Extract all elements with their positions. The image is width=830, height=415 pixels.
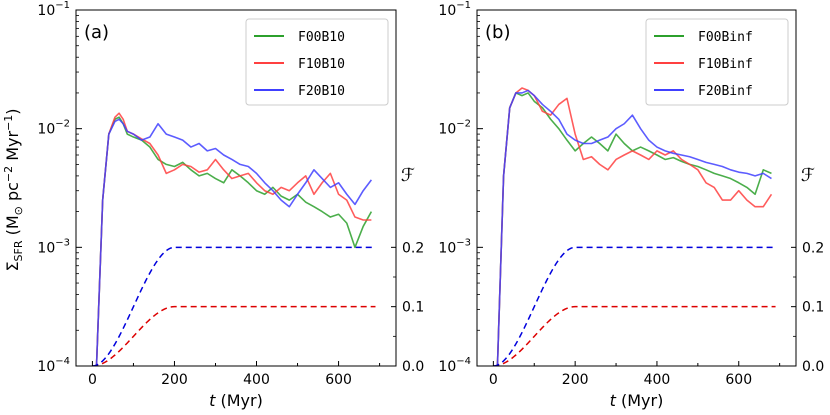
y-tick-label: 10−3 [37, 237, 70, 256]
right-tick-label: 0.1 [402, 300, 424, 316]
legend-label: F20Binf [698, 84, 753, 99]
y-tick-label: 10−2 [438, 119, 471, 138]
panel-b: 0 200 400 600 10−4 10−3 10−2 10−1 0.0 0.1 0.2 ℱ (b) t… [438, 0, 824, 410]
ylabel-close: ) [3, 108, 22, 114]
x-tick-label: 400 [243, 372, 270, 388]
panel-a: 0 200 400 600 10−4 10−3 10−2 10−1 0.0 0.1 0.2 ℱ (a) t… [37, 0, 424, 410]
legend: F00B10 F10B10 F20B10 [245, 18, 389, 106]
right-tick-label: 0.2 [802, 240, 824, 256]
ylabel-pc-exponent: −2 [2, 166, 15, 182]
right-tick-label: 0.1 [802, 300, 824, 316]
ylabel-sigma: Σ [3, 261, 22, 271]
right-axis-label: ℱ [401, 165, 415, 186]
y-axis-label: ΣSFR (M⊙ pc−2 Myr−1) [2, 108, 25, 271]
y-tick-label: 10−3 [438, 237, 471, 256]
x-tick-label: 0 [88, 372, 97, 388]
ylabel-msun: (M [3, 215, 22, 240]
axes-frame [476, 9, 797, 367]
legend-label: F10B10 [298, 57, 345, 72]
ylabel-myr: Myr [3, 131, 22, 166]
x-tick-label: 0 [489, 372, 498, 388]
x-tick-label: 600 [325, 372, 352, 388]
x-tick-label: 200 [161, 372, 188, 388]
feedback-curve-F10 [493, 305, 776, 366]
x-tick-label: 600 [725, 372, 752, 388]
feedback-curve-F20 [92, 246, 376, 366]
legend: F00Binf F10Binf F20Binf [645, 18, 789, 106]
right-axis-label: ℱ [801, 165, 815, 186]
x-tick-label: 400 [644, 372, 671, 388]
axes-frame [75, 9, 397, 367]
legend-box [645, 18, 789, 106]
feedback-curve-F10 [92, 305, 376, 366]
ylabel-pc: pc [3, 182, 22, 206]
series-line-F10B10 [95, 112, 372, 366]
plot-area [493, 87, 776, 366]
series-line-F20B10 [95, 118, 373, 366]
right-tick-label: 0.0 [402, 359, 424, 375]
y-tick-label: 10−4 [37, 356, 70, 375]
legend-label: F10Binf [698, 57, 753, 72]
x-axis-label: t (Myr) [610, 391, 664, 410]
right-tick-label: 0.2 [402, 240, 424, 256]
legend-label: F00Binf [698, 30, 753, 45]
y-tick-label: 10−1 [438, 0, 471, 19]
series-line-F20Binf [496, 89, 772, 366]
y-tick-label: 10−4 [438, 356, 471, 375]
legend-label: F00B10 [298, 30, 345, 45]
feedback-curve-F20 [493, 246, 776, 366]
x-tick-label: 200 [562, 372, 589, 388]
legend-label: F20B10 [298, 84, 345, 99]
right-tick-label: 0.0 [802, 359, 824, 375]
svg-text:ΣSFR (M⊙ pc−2 Myr−1): ΣSFR (M⊙ pc−2 Myr−1) [2, 108, 25, 271]
series-line-F10Binf [496, 87, 773, 366]
ylabel-myr-exponent: −1 [2, 115, 15, 131]
series-line-F00B10 [95, 116, 373, 366]
panel-label: (b) [485, 22, 510, 43]
plot-area [92, 112, 376, 366]
panel-label: (a) [84, 22, 109, 43]
ylabel-sfr: SFR [12, 240, 25, 261]
series-line-F00Binf [496, 92, 772, 366]
x-axis-label: t (Myr) [209, 391, 263, 410]
ylabel-sun-symbol: ⊙ [12, 206, 25, 215]
y-tick-label: 10−1 [37, 0, 70, 19]
legend-box [245, 18, 389, 106]
y-tick-label: 10−2 [37, 119, 70, 138]
